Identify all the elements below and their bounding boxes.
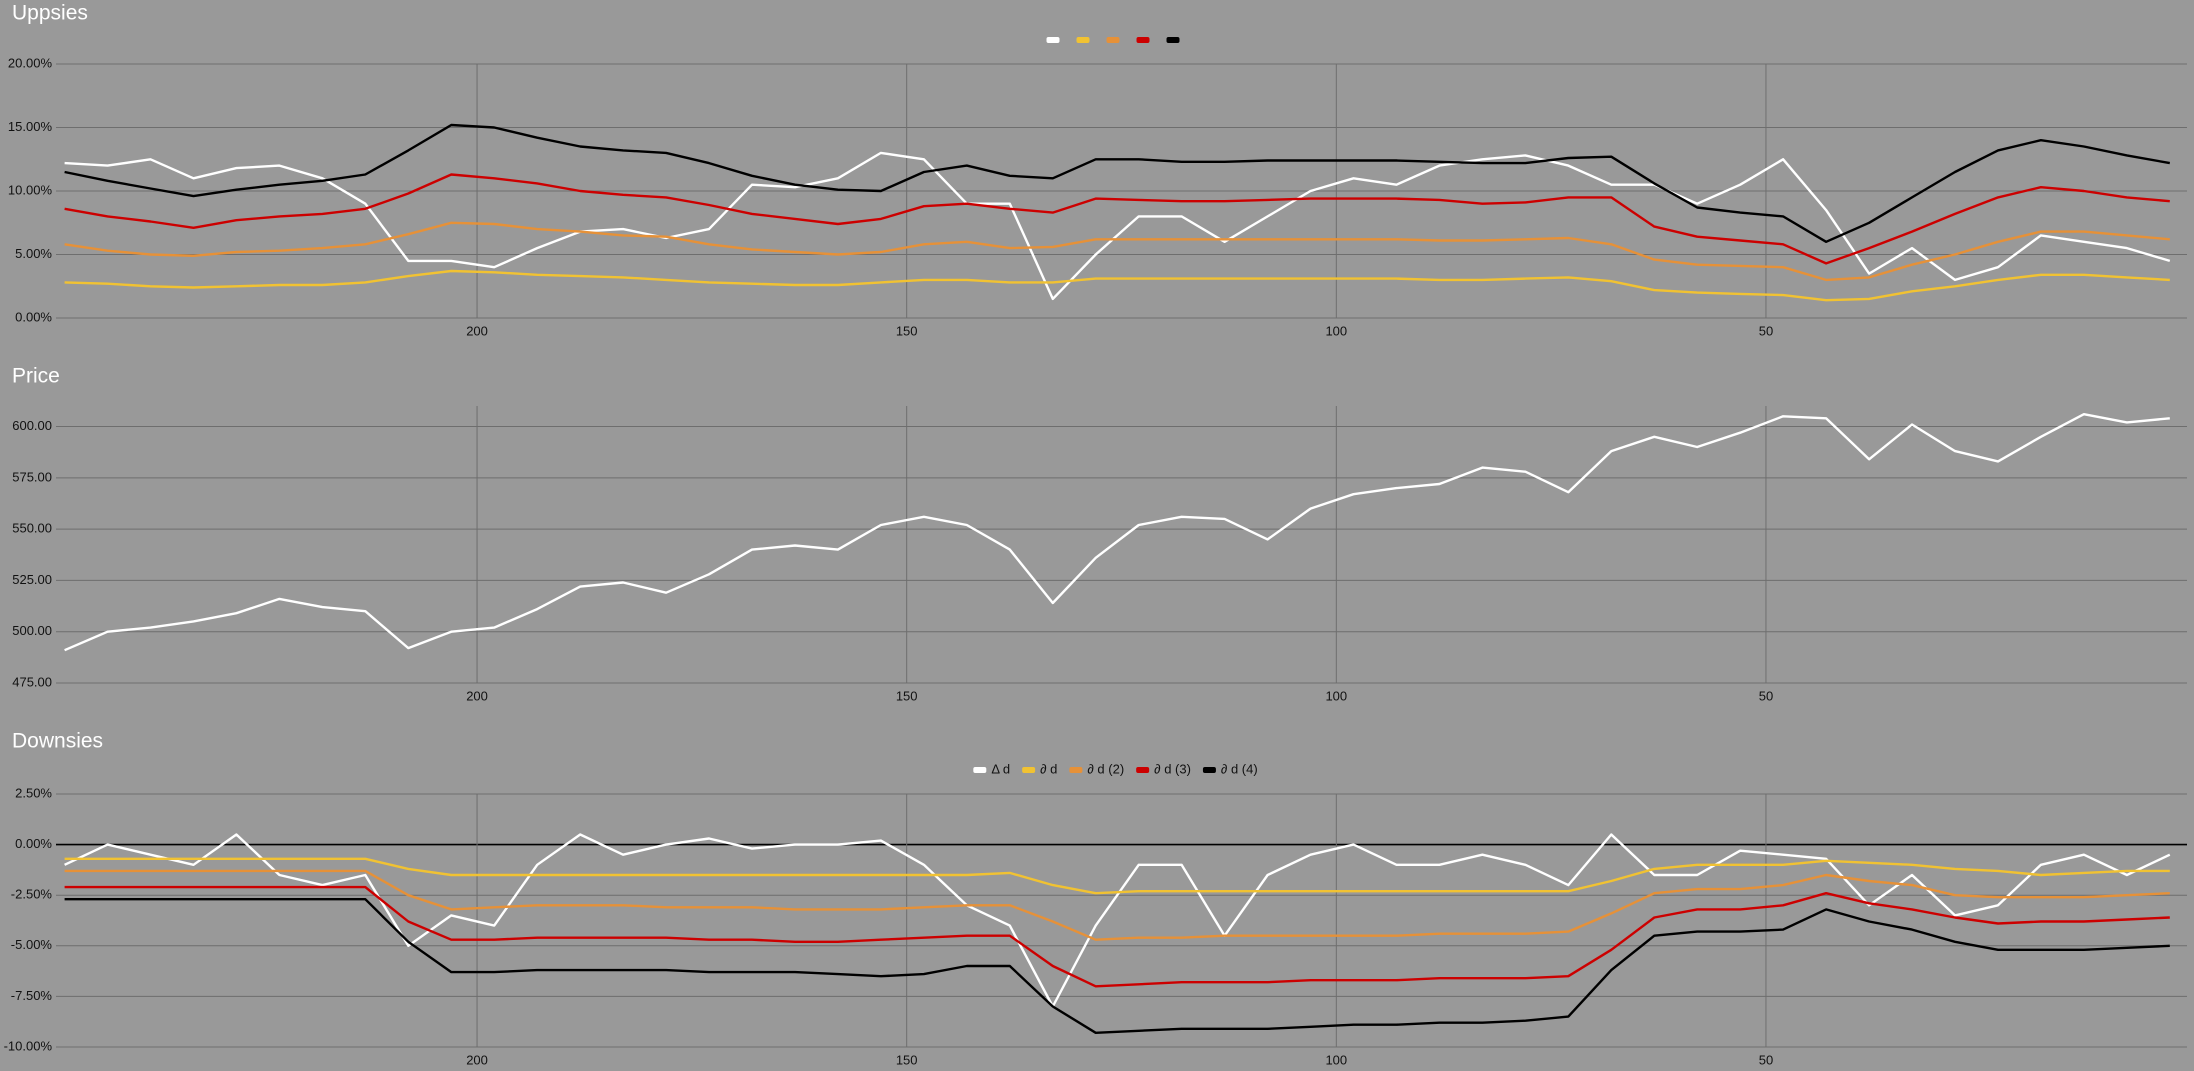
legend-label: ∂ d xyxy=(1040,761,1057,776)
y-tick-label: 575.00 xyxy=(12,469,52,484)
x-tick-label: 200 xyxy=(466,1052,488,1067)
x-tick-label: 50 xyxy=(1759,688,1773,703)
legend-swatch xyxy=(1106,37,1120,43)
series-line xyxy=(64,869,2170,941)
series-line xyxy=(64,123,2171,243)
y-tick-label: -2.50% xyxy=(11,887,53,902)
x-tick-label: 150 xyxy=(896,1052,918,1067)
chart-title: Uppsies xyxy=(12,2,88,25)
legend-swatch xyxy=(1076,37,1090,43)
series-line xyxy=(64,857,2170,895)
chart-title: Price xyxy=(12,365,60,388)
legend xyxy=(1046,37,1180,43)
legend-swatch xyxy=(1202,767,1216,773)
y-tick-label: 15.00% xyxy=(8,119,53,134)
x-tick-label: 50 xyxy=(1759,323,1773,338)
legend-label: ∂ d (4) xyxy=(1221,761,1258,776)
y-tick-label: 475.00 xyxy=(12,674,52,689)
chart-title: Downsies xyxy=(12,730,103,753)
series-line xyxy=(64,173,2170,265)
series-line xyxy=(64,269,2170,302)
series-line xyxy=(64,885,2170,988)
y-tick-label: 600.00 xyxy=(12,418,52,433)
x-tick-label: 150 xyxy=(896,688,918,703)
legend-label: ∂ d (2) xyxy=(1087,761,1124,776)
series-line xyxy=(64,151,2171,301)
series-line xyxy=(64,221,2170,282)
x-tick-label: 100 xyxy=(1325,1052,1347,1067)
chart-panel: Uppsies 0.00% 5.00% 10.00% 15.00% 20.00% 200 15… xyxy=(8,2,2187,338)
series-line xyxy=(64,833,2171,1008)
y-tick-label: -7.50% xyxy=(11,988,53,1003)
legend-swatch xyxy=(1166,37,1180,43)
legend: Δ d ∂ d ∂ d (2) ∂ d (3) ∂ d (4) xyxy=(973,761,1258,776)
legend-swatch xyxy=(973,767,987,773)
y-tick-label: 5.00% xyxy=(15,246,52,261)
legend-swatch xyxy=(1069,767,1083,773)
chart-panel: Price 475.00 500.00 525.00 550.00 575.00 600.0… xyxy=(12,365,2187,703)
y-tick-label: 500.00 xyxy=(12,623,52,638)
x-tick-label: 100 xyxy=(1325,323,1347,338)
legend-label: Δ d xyxy=(991,761,1010,776)
y-tick-label: -5.00% xyxy=(11,937,53,952)
y-tick-label: 0.00% xyxy=(15,309,52,324)
legend-swatch xyxy=(1136,37,1150,43)
series-line xyxy=(64,413,2170,652)
y-tick-label: 550.00 xyxy=(12,521,52,536)
chart-panel: Downsies -10.00% -7.50% -5.00% -2.50% 0.00% 2.… xyxy=(4,730,2187,1067)
y-tick-label: 0.00% xyxy=(15,836,52,851)
legend-swatch xyxy=(1046,37,1060,43)
x-tick-label: 200 xyxy=(466,323,488,338)
y-tick-label: 525.00 xyxy=(12,572,52,587)
y-tick-label: 20.00% xyxy=(8,55,53,70)
legend-swatch xyxy=(1022,767,1036,773)
y-tick-label: 10.00% xyxy=(8,182,53,197)
x-tick-label: 50 xyxy=(1759,1052,1773,1067)
legend-label: ∂ d (3) xyxy=(1154,761,1191,776)
x-tick-label: 200 xyxy=(466,688,488,703)
y-tick-label: -10.00% xyxy=(4,1038,53,1053)
series-line xyxy=(64,898,2170,1034)
x-tick-label: 100 xyxy=(1325,688,1347,703)
legend-swatch xyxy=(1136,767,1150,773)
x-tick-label: 150 xyxy=(896,323,918,338)
y-tick-label: 2.50% xyxy=(15,785,52,800)
